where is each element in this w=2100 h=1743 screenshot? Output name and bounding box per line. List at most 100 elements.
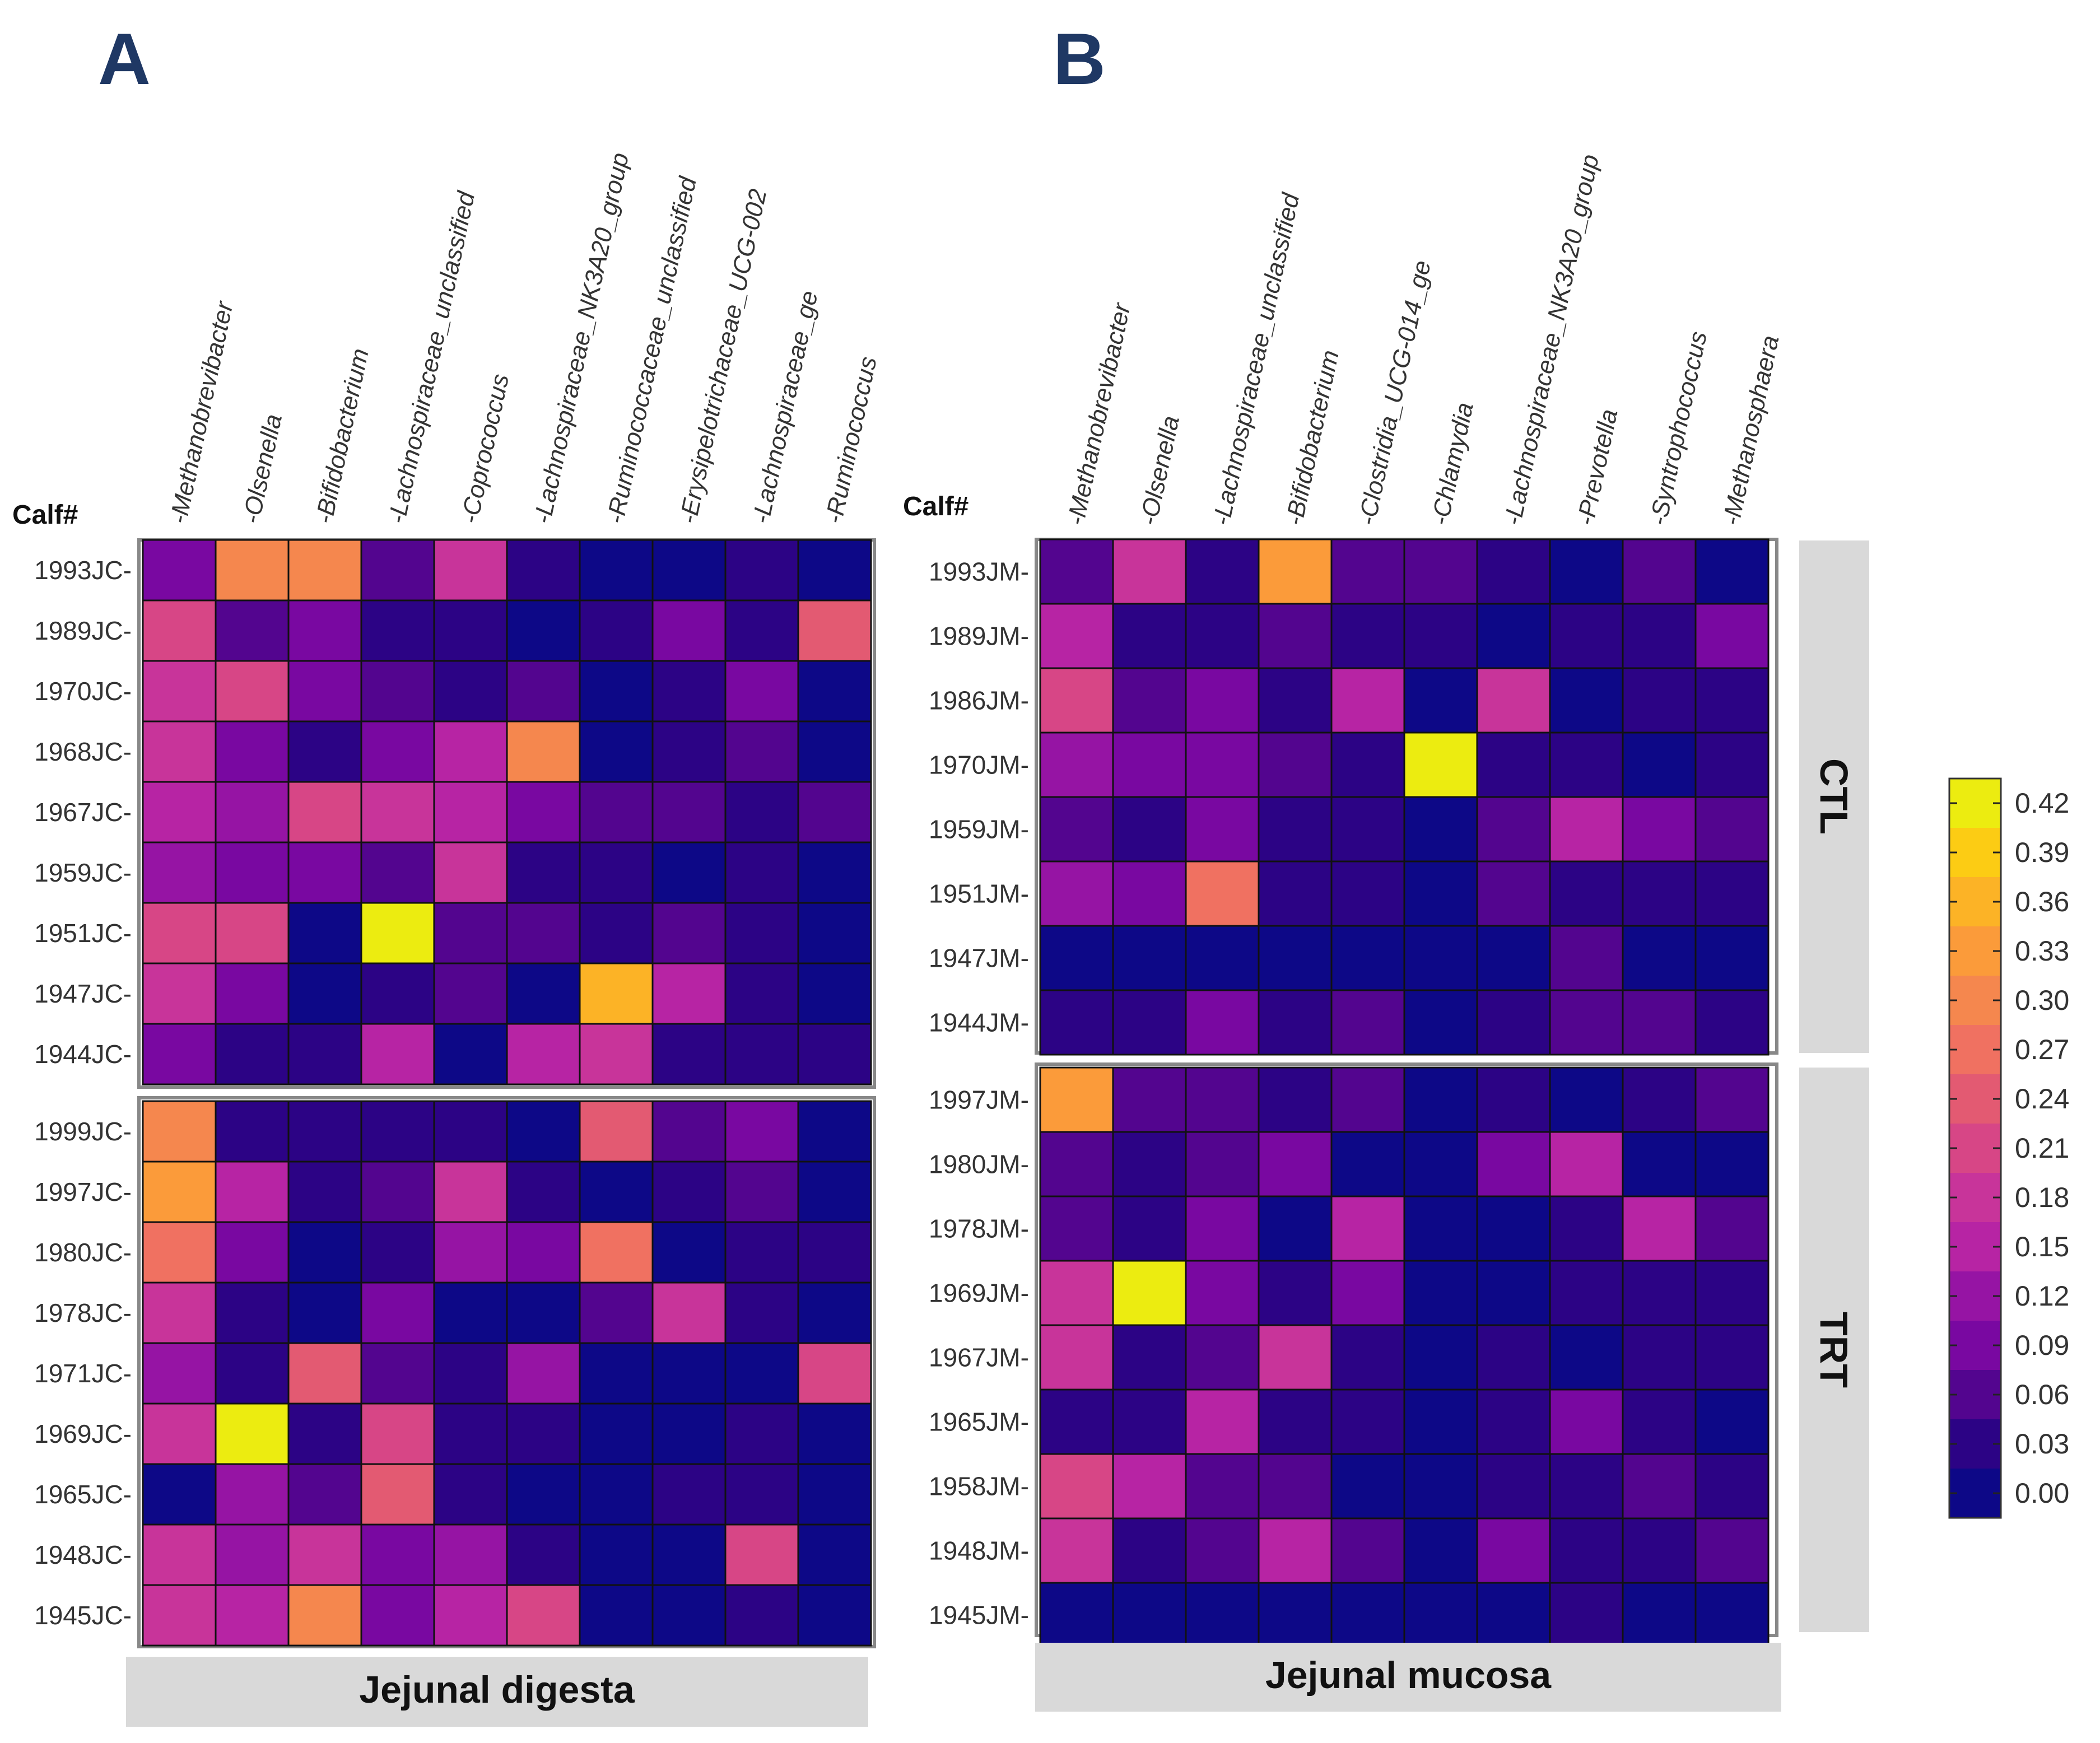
digesta-col-label: -Ruminococcus bbox=[820, 354, 882, 526]
digesta-heatmap-cell bbox=[287, 1161, 362, 1223]
panel-a-strip-label: Jejunal digesta bbox=[359, 1669, 635, 1711]
mucosa-heatmap-cell bbox=[1476, 989, 1551, 1056]
digesta-heatmap-cell bbox=[433, 1584, 508, 1647]
mucosa-col-label: -Olsenella bbox=[1135, 413, 1185, 528]
mucosa-heatmap-cell bbox=[1549, 603, 1624, 669]
panel-a-calf-header: Calf# bbox=[12, 500, 78, 530]
digesta-heatmap-cell bbox=[142, 1023, 217, 1085]
mucosa-heatmap-cell bbox=[1694, 1388, 1770, 1455]
mucosa-heatmap-cell bbox=[1330, 1388, 1405, 1455]
digesta-heatmap-cell bbox=[215, 1523, 290, 1586]
digesta-heatmap-cell bbox=[797, 841, 872, 904]
mucosa-heatmap-cell bbox=[1403, 538, 1478, 605]
digesta-row-label: 1989JC- bbox=[34, 616, 132, 645]
legend-tick-label: 0.36 bbox=[2015, 886, 2069, 917]
mucosa-heatmap-cell bbox=[1622, 1582, 1697, 1648]
legend-tick-label: 0.03 bbox=[2015, 1428, 2069, 1460]
digesta-heatmap-cell bbox=[651, 1342, 727, 1405]
digesta-heatmap-cell bbox=[360, 1402, 435, 1465]
digesta-heatmap-cell bbox=[579, 841, 654, 904]
mucosa-heatmap-cell bbox=[1185, 1453, 1260, 1520]
digesta-heatmap-cell bbox=[724, 660, 799, 723]
digesta-heatmap-cell bbox=[433, 841, 508, 904]
mucosa-heatmap-cell bbox=[1258, 1131, 1333, 1197]
mucosa-heatmap-cell bbox=[1185, 1324, 1260, 1391]
digesta-heatmap-cell bbox=[579, 1584, 654, 1647]
digesta-heatmap-cell bbox=[433, 962, 508, 1025]
digesta-heatmap-cell bbox=[215, 1463, 290, 1526]
mucosa-heatmap-cell bbox=[1549, 1066, 1624, 1133]
digesta-heatmap-cell bbox=[579, 660, 654, 723]
mucosa-heatmap-cell bbox=[1185, 603, 1260, 669]
mucosa-heatmap-cell bbox=[1185, 1388, 1260, 1455]
mucosa-row-label: 1948JM- bbox=[929, 1536, 1029, 1565]
digesta-col-label: -Bifidobacterium bbox=[310, 346, 374, 526]
digesta-heatmap-cell bbox=[506, 1281, 581, 1344]
digesta-heatmap-cell bbox=[215, 841, 290, 904]
digesta-col-label: -Olsenella bbox=[238, 412, 287, 526]
legend-swatch bbox=[1949, 1173, 2001, 1222]
mucosa-heatmap-cell bbox=[1403, 989, 1478, 1056]
digesta-heatmap-cell bbox=[724, 1463, 799, 1526]
mucosa-heatmap-cell bbox=[1403, 1195, 1478, 1262]
digesta-heatmap-cell bbox=[215, 1023, 290, 1085]
digesta-heatmap-cell bbox=[215, 1221, 290, 1284]
digesta-heatmap-cell bbox=[360, 1342, 435, 1405]
mucosa-heatmap-cell bbox=[1039, 1066, 1114, 1133]
digesta-col-label: -Coprococcus bbox=[456, 371, 514, 526]
mucosa-heatmap-cell bbox=[1330, 1066, 1405, 1133]
digesta-row-label: 1997JC- bbox=[34, 1177, 132, 1206]
mucosa-heatmap-cell bbox=[1549, 1131, 1624, 1197]
mucosa-heatmap-cell bbox=[1476, 667, 1551, 734]
digesta-heatmap-cell bbox=[797, 1161, 872, 1223]
digesta-heatmap-cell bbox=[579, 781, 654, 843]
digesta-heatmap-cell bbox=[797, 720, 872, 783]
mucosa-heatmap-cell bbox=[1258, 1517, 1333, 1584]
digesta-row-label: 1993JC- bbox=[34, 556, 132, 585]
mucosa-heatmap-cell bbox=[1694, 1195, 1770, 1262]
mucosa-heatmap-cell bbox=[1330, 1195, 1405, 1262]
digesta-heatmap-cell bbox=[797, 1281, 872, 1344]
digesta-heatmap-cell bbox=[506, 841, 581, 904]
digesta-heatmap-cell bbox=[215, 902, 290, 964]
mucosa-heatmap-cell bbox=[1549, 667, 1624, 734]
digesta-heatmap-cell bbox=[506, 1100, 581, 1163]
digesta-heatmap-cell bbox=[433, 539, 508, 602]
mucosa-heatmap-cell bbox=[1622, 796, 1697, 863]
legend-swatch bbox=[1949, 1074, 2001, 1124]
digesta-heatmap-cell bbox=[360, 1221, 435, 1284]
legend-swatch bbox=[1949, 828, 2001, 877]
mucosa-heatmap-cell bbox=[1330, 1324, 1405, 1391]
mucosa-heatmap-cell bbox=[1258, 1388, 1333, 1455]
mucosa-heatmap-cell bbox=[1694, 989, 1770, 1056]
mucosa-col-label: -Clostridia_UCG-014_ge bbox=[1353, 258, 1436, 528]
mucosa-heatmap-cell bbox=[1403, 603, 1478, 669]
digesta-heatmap-cell bbox=[797, 1402, 872, 1465]
digesta-heatmap-cell bbox=[506, 1023, 581, 1085]
digesta-heatmap-cell bbox=[797, 781, 872, 843]
mucosa-heatmap-cell bbox=[1258, 603, 1333, 669]
digesta-heatmap-cell bbox=[506, 781, 581, 843]
digesta-heatmap-cell bbox=[651, 1161, 727, 1223]
digesta-heatmap-cell bbox=[433, 1100, 508, 1163]
digesta-heatmap-cell bbox=[215, 720, 290, 783]
mucosa-heatmap-cell bbox=[1694, 860, 1770, 927]
mucosa-heatmap-cell bbox=[1476, 1517, 1551, 1584]
digesta-heatmap-cell bbox=[360, 1100, 435, 1163]
mucosa-heatmap-cell bbox=[1185, 1131, 1260, 1197]
digesta-row-label: 1978JC- bbox=[34, 1298, 132, 1327]
facet-ctl-label: CTL bbox=[1812, 758, 1856, 835]
mucosa-heatmap-cell bbox=[1112, 1131, 1187, 1197]
digesta-heatmap-cell bbox=[651, 962, 727, 1025]
digesta-heatmap-cell bbox=[579, 962, 654, 1025]
mucosa-heatmap-cell bbox=[1694, 1324, 1770, 1391]
mucosa-heatmap-cell bbox=[1622, 731, 1697, 798]
mucosa-heatmap-cell bbox=[1549, 1260, 1624, 1326]
mucosa-heatmap-cell bbox=[1112, 731, 1187, 798]
mucosa-heatmap-cell bbox=[1039, 731, 1114, 798]
legend-swatch bbox=[1949, 779, 2001, 828]
digesta-heatmap-cell bbox=[142, 720, 217, 783]
heatmap-jejunal-digesta: -Methanobrevibacter-Olsenella -Bifidobact… bbox=[34, 150, 882, 1648]
mucosa-heatmap-cell bbox=[1622, 1517, 1697, 1584]
legend-swatch bbox=[1949, 1419, 2001, 1469]
